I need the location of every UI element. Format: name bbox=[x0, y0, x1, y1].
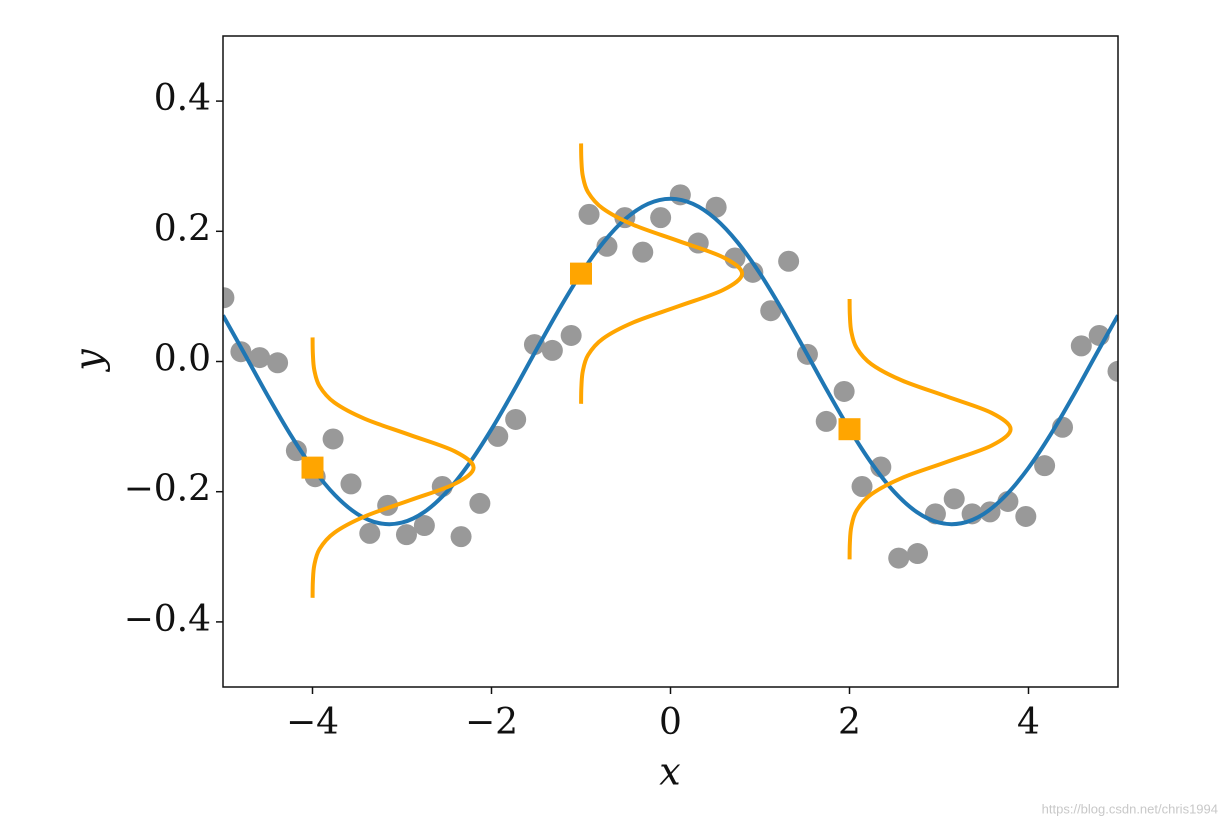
y-axis-label: y bbox=[67, 349, 111, 373]
scatter-point bbox=[285, 440, 307, 462]
y-tick-label: 0.2 bbox=[154, 208, 211, 249]
scatter-point bbox=[1107, 360, 1118, 382]
scatter-point bbox=[541, 339, 563, 361]
scatter-point bbox=[833, 380, 855, 402]
square-marker bbox=[301, 456, 324, 479]
x-tick-label: 4 bbox=[1017, 702, 1040, 743]
x-tick-label: 2 bbox=[838, 702, 861, 743]
line bbox=[310, 337, 476, 598]
scatter-point bbox=[1034, 455, 1056, 477]
scatter-point bbox=[450, 526, 472, 548]
scatter-point bbox=[322, 428, 344, 450]
x-tick-label: 0 bbox=[659, 702, 682, 743]
scatter-point bbox=[760, 300, 782, 322]
scatter-point bbox=[469, 492, 491, 514]
y-tick-label: 0.0 bbox=[154, 339, 211, 380]
plot-frame bbox=[222, 35, 1119, 688]
scatter-point bbox=[851, 475, 873, 497]
scatter-point bbox=[650, 207, 672, 229]
scatter-point bbox=[560, 324, 582, 346]
scatter-point bbox=[340, 473, 362, 495]
scatter-point bbox=[870, 456, 892, 478]
scatter-point bbox=[359, 522, 381, 544]
line bbox=[579, 143, 745, 404]
scatter-point bbox=[742, 261, 764, 283]
scatter-point bbox=[223, 287, 235, 309]
scatter-point bbox=[1015, 505, 1037, 527]
scatter-point bbox=[523, 334, 545, 356]
scatter-point bbox=[943, 488, 965, 510]
scatter-point bbox=[907, 543, 929, 565]
scatter-point bbox=[395, 524, 417, 546]
scatter-point bbox=[815, 410, 837, 432]
x-tick-label: −4 bbox=[286, 702, 339, 743]
y-tick-label: 0.4 bbox=[154, 78, 211, 119]
line bbox=[223, 196, 1118, 527]
scatter-point bbox=[705, 196, 727, 218]
scatter-point bbox=[632, 241, 654, 263]
y-tick-label: −0.2 bbox=[124, 469, 211, 510]
scatter-point bbox=[888, 547, 910, 569]
x-axis-label: x bbox=[659, 750, 680, 794]
square-marker bbox=[570, 262, 592, 285]
watermark: https://blog.csdn.net/chris1994 bbox=[1042, 801, 1218, 816]
scatter-point bbox=[1070, 335, 1092, 357]
scatter-point bbox=[778, 250, 800, 272]
scatter-point bbox=[596, 235, 618, 257]
scatter-point bbox=[505, 408, 527, 430]
scatter-point bbox=[249, 347, 271, 369]
scatter-point bbox=[724, 247, 746, 269]
plot-area bbox=[223, 143, 1118, 598]
scatter-point bbox=[578, 203, 600, 225]
square-marker bbox=[838, 418, 861, 441]
scatter-point bbox=[413, 515, 435, 537]
x-tick-label: −2 bbox=[465, 702, 518, 743]
y-tick-label: −0.4 bbox=[124, 599, 211, 640]
scatter-point bbox=[267, 352, 289, 374]
line bbox=[847, 298, 1013, 560]
